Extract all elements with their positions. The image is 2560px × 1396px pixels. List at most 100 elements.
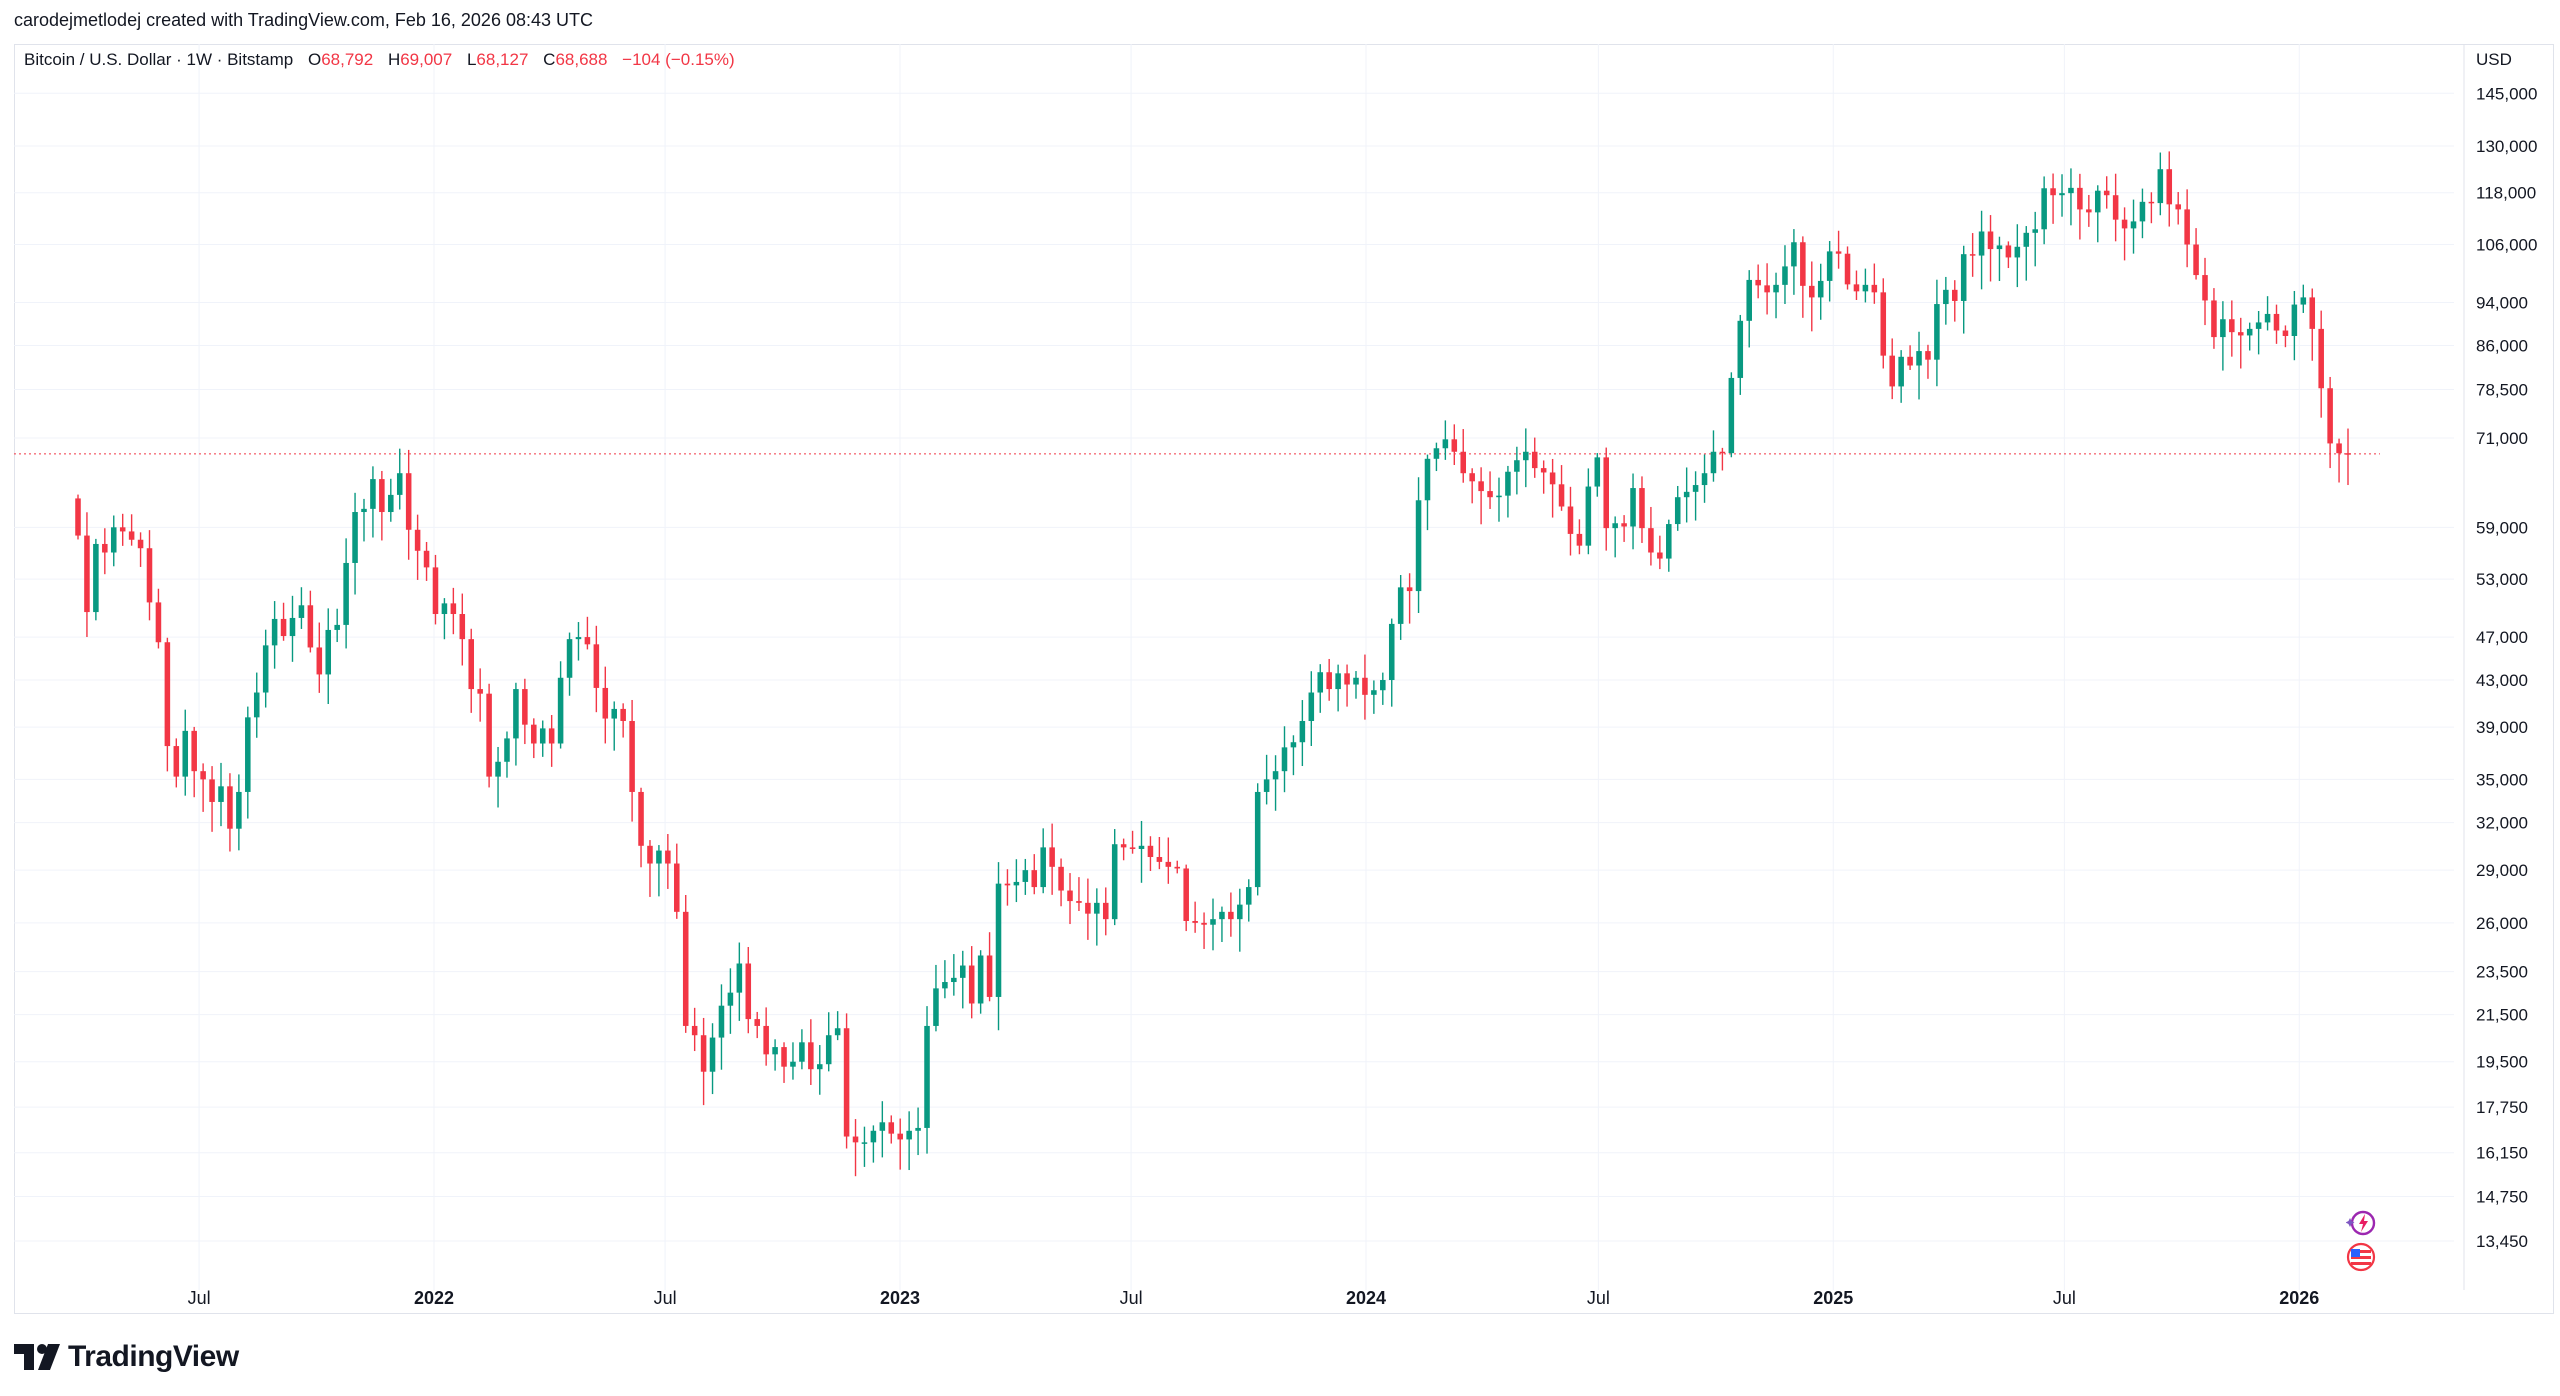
candle-body bbox=[888, 1122, 895, 1134]
chart-frame[interactable] bbox=[14, 44, 2554, 1314]
x-tick-label: Jul bbox=[1587, 1288, 1610, 1308]
candle bbox=[2166, 151, 2173, 227]
candle bbox=[1826, 241, 1833, 302]
sparkle-bolt-icon[interactable] bbox=[2345, 1208, 2376, 1238]
candle bbox=[2282, 325, 2289, 348]
candle-body bbox=[995, 883, 1002, 997]
candle-body bbox=[1907, 356, 1913, 366]
candle-body bbox=[1987, 231, 1994, 250]
low-label: L bbox=[466, 50, 477, 69]
candle-body bbox=[1085, 902, 1091, 914]
candle bbox=[1201, 912, 1207, 949]
candle bbox=[236, 774, 242, 851]
candle-body bbox=[1067, 890, 1073, 902]
candle bbox=[1406, 573, 1413, 624]
candle-body bbox=[307, 605, 314, 648]
candle bbox=[566, 632, 573, 696]
candle-body bbox=[396, 473, 403, 495]
candle-body bbox=[2184, 209, 2190, 245]
candle-body bbox=[2094, 190, 2101, 213]
candle-body bbox=[2202, 275, 2208, 301]
candle-body bbox=[128, 531, 135, 540]
candle bbox=[1844, 246, 1851, 290]
candle-body bbox=[1719, 451, 1726, 454]
y-tick-label: 13,450 bbox=[2476, 1232, 2528, 1251]
candle-body bbox=[781, 1047, 787, 1067]
candle-body bbox=[1192, 921, 1198, 923]
candle bbox=[1791, 229, 1797, 295]
price-tag-symbol: BTCUSD bbox=[2380, 443, 2455, 465]
candle bbox=[772, 1039, 778, 1071]
candle bbox=[2309, 288, 2316, 361]
candle bbox=[1004, 869, 1011, 906]
candle bbox=[2112, 173, 2119, 242]
candle-body bbox=[1692, 485, 1699, 492]
candle-body bbox=[1531, 451, 1538, 469]
candle bbox=[843, 1013, 850, 1149]
candle-body bbox=[370, 479, 376, 509]
time-axis: Jul 2022 Jul 2023 Jul 2024 Jul 2025 Jul 2026 bbox=[188, 1288, 2320, 1308]
candle bbox=[539, 720, 546, 757]
candle bbox=[1451, 424, 1458, 465]
candle-body bbox=[611, 708, 617, 719]
candle bbox=[2077, 173, 2083, 240]
candle bbox=[1505, 465, 1511, 518]
candle bbox=[1469, 468, 1475, 504]
candle bbox=[343, 538, 349, 649]
candle bbox=[307, 590, 314, 653]
currency-label: USD bbox=[2476, 50, 2512, 69]
candle-body bbox=[1237, 904, 1243, 920]
y-tick-label: 59,000 bbox=[2476, 518, 2528, 537]
candle bbox=[781, 1042, 787, 1083]
candle-body bbox=[1076, 901, 1082, 903]
candle bbox=[298, 587, 305, 629]
candle bbox=[1487, 471, 1493, 509]
candle bbox=[93, 538, 99, 621]
candle bbox=[1925, 344, 1931, 379]
candle bbox=[1397, 574, 1404, 640]
tradingview-logo-icon bbox=[14, 1344, 62, 1370]
candle bbox=[1013, 859, 1020, 903]
candle bbox=[638, 787, 644, 868]
candle-body bbox=[674, 863, 680, 912]
candle bbox=[1094, 888, 1100, 946]
candle-body bbox=[1585, 486, 1592, 546]
tradingview-logo[interactable]: TradingView bbox=[14, 1340, 239, 1374]
candle bbox=[1567, 486, 1574, 556]
candle bbox=[2175, 192, 2181, 225]
candle-body bbox=[933, 988, 939, 1026]
candle-body bbox=[718, 1005, 725, 1038]
candle bbox=[691, 1007, 698, 1052]
candle bbox=[1049, 823, 1055, 895]
candle-body bbox=[2130, 221, 2137, 229]
candle-body bbox=[656, 850, 662, 864]
candle-body bbox=[1978, 231, 1985, 256]
candle-body bbox=[727, 992, 734, 1006]
candle-body bbox=[1013, 881, 1020, 886]
candle-body bbox=[1969, 254, 1976, 256]
candle-body bbox=[772, 1047, 778, 1055]
candle-body bbox=[2059, 193, 2065, 196]
candle bbox=[1871, 263, 1878, 304]
candle bbox=[2050, 173, 2056, 224]
candle bbox=[486, 683, 492, 788]
candle bbox=[2291, 290, 2298, 361]
candle bbox=[1710, 430, 1717, 482]
candle bbox=[1969, 233, 1976, 277]
candle bbox=[1290, 735, 1297, 776]
candle bbox=[1237, 888, 1243, 952]
candle-body bbox=[227, 786, 233, 829]
candle-body bbox=[1916, 351, 1922, 366]
candle bbox=[1058, 858, 1064, 907]
candle bbox=[2130, 199, 2137, 254]
candle-body bbox=[1701, 473, 1708, 486]
y-tick-label: 21,500 bbox=[2476, 1006, 2528, 1025]
candle bbox=[531, 718, 537, 759]
x-tick-label: 2024 bbox=[1346, 1288, 1386, 1308]
candle-body bbox=[1853, 284, 1860, 292]
candle-body bbox=[1809, 285, 1815, 298]
candle-body bbox=[1594, 457, 1601, 487]
candle-body bbox=[1612, 523, 1618, 529]
candle bbox=[1755, 264, 1761, 299]
